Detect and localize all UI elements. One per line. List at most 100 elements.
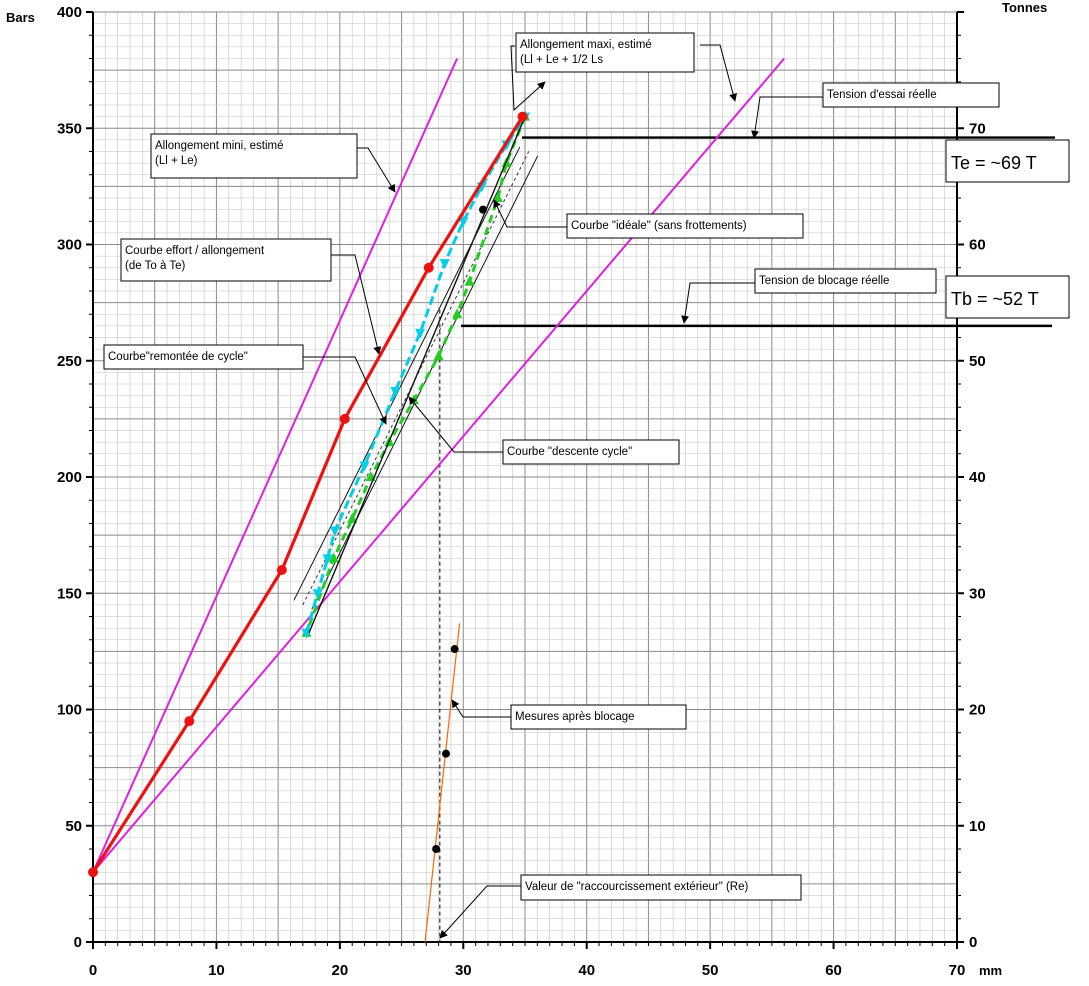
annotation-box xyxy=(103,344,304,370)
annotation-arrow xyxy=(408,396,503,453)
series-marker xyxy=(184,716,195,727)
annotation-box xyxy=(515,32,695,73)
y-left-tick-label: 250 xyxy=(57,353,82,370)
series-marker xyxy=(88,867,98,878)
maxi-arrow-right xyxy=(700,44,738,102)
annotation-arrow xyxy=(439,885,521,939)
y-right-tick-label: 30 xyxy=(969,585,986,602)
x-tick-label: 10 xyxy=(208,962,225,979)
y-left-tick-label: 300 xyxy=(57,237,82,254)
series-marker xyxy=(517,111,528,122)
annotation-text: Valeur de "raccourcissement extérieur" (… xyxy=(525,881,749,893)
annotation-arrow xyxy=(751,96,823,139)
y-left-tick-label: 400 xyxy=(57,4,82,21)
ideal-band-upper xyxy=(293,146,521,601)
tension-value-box xyxy=(945,275,1070,319)
annotation-arrow xyxy=(451,699,511,718)
y-left-tick-label: 200 xyxy=(57,469,82,486)
y-right-tick-label: 70 xyxy=(969,120,986,137)
series-line xyxy=(424,623,461,943)
annotation-arrow xyxy=(357,147,396,193)
y-left-tick-label: 150 xyxy=(57,585,82,602)
tension-value-box xyxy=(945,139,1070,183)
annotations: Allongement mini, estimé (Ll + Le) Allonge… xyxy=(103,32,1000,939)
series-marker xyxy=(312,589,323,600)
annotation-arrow xyxy=(510,45,546,112)
annotation-text: Courbe "descente cycle" xyxy=(507,446,632,458)
y-right-unit-label: Tonnes xyxy=(1002,0,1047,15)
series-marker xyxy=(433,350,444,361)
annotation-box xyxy=(754,268,937,294)
annotation-text: Courbe"remontée de cycle" xyxy=(108,351,248,363)
annotation-box xyxy=(150,133,358,179)
annotation-box xyxy=(520,874,802,901)
y-left-tick-label: 350 xyxy=(57,120,82,137)
x-tick-label: 20 xyxy=(332,962,349,979)
y-right-tick-label: 60 xyxy=(969,237,986,254)
x-tick-label: 50 xyxy=(702,962,719,979)
y-left-tick-label: 100 xyxy=(57,702,82,719)
annotation-box xyxy=(120,238,332,282)
annotation-text: Tension de blocage réelle xyxy=(759,275,889,287)
annotation-text: (Ll + Le + 1/2 Ls xyxy=(520,54,603,66)
series-marker xyxy=(439,259,450,270)
x-unit-label: mm xyxy=(979,963,1002,978)
measure-point xyxy=(450,645,459,654)
series-marker xyxy=(458,217,469,228)
annotation-arrow xyxy=(303,356,387,425)
annotation-text: (de To à Te) xyxy=(125,260,185,272)
series-line xyxy=(305,115,527,634)
grid xyxy=(92,11,958,943)
annotation-box xyxy=(566,213,804,239)
ideal-band-lower xyxy=(311,155,539,610)
series-marker xyxy=(339,413,350,424)
y-right-tick-label: 50 xyxy=(969,353,986,370)
series-marker xyxy=(452,308,463,319)
series-marker xyxy=(359,461,370,472)
series-marker xyxy=(328,552,339,563)
series xyxy=(88,57,785,943)
tick-labels: 0 10 20 30 40 50 60 700501001502002503003504000… xyxy=(6,0,1047,979)
y-right-tick-label: 20 xyxy=(969,702,986,719)
series-line xyxy=(91,115,524,874)
series-line xyxy=(308,116,526,634)
series-marker xyxy=(390,386,401,397)
x-tick-label: 30 xyxy=(455,962,472,979)
series-line xyxy=(92,57,785,873)
annotation-text: Allongement maxi, estimé xyxy=(520,39,652,51)
annotation-arrow xyxy=(681,282,755,324)
annotation-arrow xyxy=(493,199,567,228)
tension-lines: Te = ~69 T Tb = ~52 T xyxy=(439,136,1070,942)
measure-point xyxy=(432,845,441,853)
series-line xyxy=(305,116,527,634)
series-marker xyxy=(464,275,475,286)
x-tick-label: 40 xyxy=(578,962,595,979)
y-right-tick-label: 40 xyxy=(969,469,986,486)
annotation-text: Allongement mini, estimé xyxy=(155,140,283,152)
measure-point xyxy=(442,749,451,758)
series-marker xyxy=(276,565,287,575)
tension-value-text: Tb = ~52 T xyxy=(951,289,1039,309)
series-marker xyxy=(329,526,340,537)
annotation-text: (Ll + Le) xyxy=(155,155,198,167)
x-tick-label: 70 xyxy=(949,962,966,979)
series-marker xyxy=(347,512,358,523)
series-line xyxy=(92,58,459,873)
annotation-text: Courbe effort / allongement xyxy=(125,245,265,257)
annotation-box xyxy=(502,439,680,465)
measure-point xyxy=(479,205,488,214)
tension-value-text: Te = ~69 T xyxy=(951,153,1037,173)
annotation-box xyxy=(822,82,1000,108)
x-tick-label: 0 xyxy=(89,962,97,979)
y-left-unit-label: Bars xyxy=(6,10,35,25)
annotation-text: Tension d'essai réelle xyxy=(827,89,937,101)
y-left-tick-label: 0 xyxy=(74,934,82,951)
annotation-text: Mesures après blocage xyxy=(515,711,635,723)
y-left-tick-label: 50 xyxy=(65,818,82,835)
annotation-box xyxy=(510,704,687,730)
series-marker xyxy=(501,140,512,151)
x-tick-label: 60 xyxy=(825,962,842,979)
annotation-arrow xyxy=(331,254,382,355)
series-marker xyxy=(423,262,434,273)
